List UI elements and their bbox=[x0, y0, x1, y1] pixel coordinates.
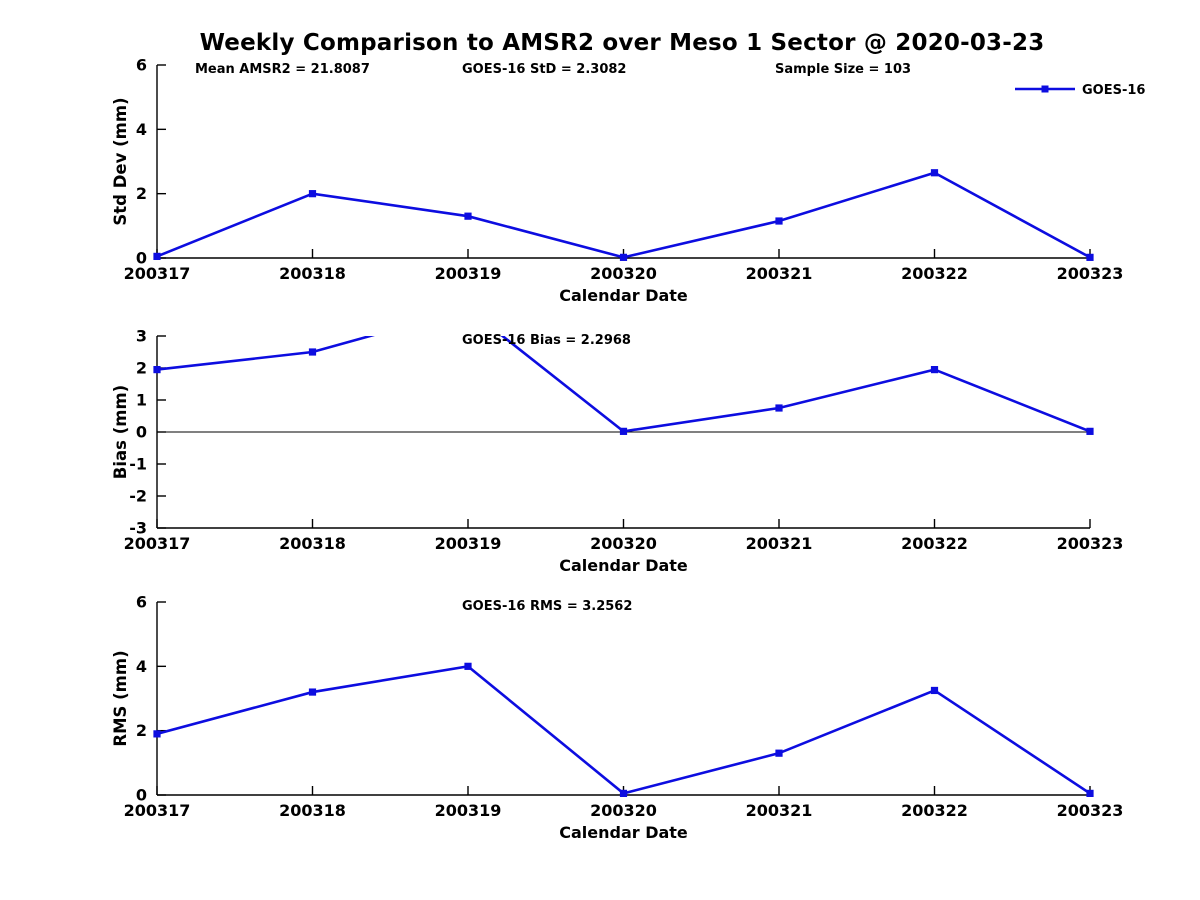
data-point-marker bbox=[1086, 253, 1094, 261]
data-point-marker bbox=[308, 688, 317, 696]
data-point-marker bbox=[153, 366, 161, 374]
data-point-marker bbox=[619, 789, 628, 797]
data-point-marker bbox=[775, 749, 783, 757]
x-tick-label: 200319 bbox=[435, 801, 502, 820]
data-point-marker bbox=[308, 190, 317, 198]
y-tick-label: 2 bbox=[136, 359, 147, 378]
x-tick-label: 200317 bbox=[124, 801, 191, 820]
data-point-marker bbox=[930, 366, 939, 374]
annotation: GOES-16 StD = 2.3082 bbox=[462, 62, 626, 77]
x-tick-label: 200322 bbox=[901, 264, 968, 283]
x-tick-label: 200318 bbox=[279, 264, 346, 283]
data-point-marker bbox=[464, 662, 472, 670]
y-tick-label: -2 bbox=[129, 487, 147, 506]
x-tick-label: 200318 bbox=[279, 534, 346, 553]
y-tick-label: 6 bbox=[136, 56, 147, 75]
data-point-marker bbox=[619, 427, 628, 435]
data-point-marker bbox=[1086, 427, 1094, 435]
x-tick-label: 200323 bbox=[1057, 801, 1124, 820]
x-tick-label: 200322 bbox=[901, 801, 968, 820]
y-axis-label: Bias (mm) bbox=[111, 385, 130, 479]
data-point-marker bbox=[619, 253, 628, 261]
x-tick-label: 200320 bbox=[590, 264, 657, 283]
y-tick-label: 2 bbox=[136, 721, 147, 740]
x-axis-label: Calendar Date bbox=[559, 286, 688, 305]
y-tick-label: 3 bbox=[136, 327, 147, 346]
legend: GOES-16 bbox=[1015, 83, 1145, 98]
data-line bbox=[157, 171, 1090, 258]
y-tick-label: 1 bbox=[136, 391, 147, 410]
chart-title: Weekly Comparison to AMSR2 over Meso 1 S… bbox=[199, 30, 1045, 56]
x-tick-label: 200321 bbox=[746, 534, 813, 553]
data-point-marker bbox=[775, 217, 783, 225]
data-line bbox=[157, 664, 1090, 795]
x-axis-label: Calendar Date bbox=[559, 556, 688, 575]
bias-subplot: -3 -2 -1 0 1 2 3 200317 200318 200319 200320 200321… bbox=[111, 327, 1124, 576]
data-point-marker bbox=[775, 404, 783, 412]
data-point-marker bbox=[153, 252, 161, 260]
x-tick-label: 200321 bbox=[746, 801, 813, 820]
y-axis-label: RMS (mm) bbox=[111, 650, 130, 746]
y-tick-label: 0 bbox=[136, 249, 147, 268]
legend-label: GOES-16 bbox=[1082, 83, 1145, 98]
data-line bbox=[157, 336, 1090, 433]
x-tick-label: 200317 bbox=[124, 534, 191, 553]
y-tick-label: -1 bbox=[129, 455, 147, 474]
y-tick-label: 4 bbox=[136, 657, 147, 676]
x-tick-label: 200318 bbox=[279, 801, 346, 820]
rms-subplot: 0 2 4 6 200317 200318 200319 200320 200321 200322… bbox=[111, 593, 1123, 843]
data-point-marker bbox=[464, 212, 472, 220]
x-tick-label: 200323 bbox=[1057, 534, 1124, 553]
y-tick-label: 0 bbox=[136, 786, 147, 805]
data-point-marker bbox=[308, 348, 317, 356]
y-tick-label: 0 bbox=[136, 423, 147, 442]
std-dev-subplot: 0 2 4 6 200317 200318 200319 200320 200321 200322… bbox=[111, 56, 1145, 306]
annotation: Sample Size = 103 bbox=[775, 62, 911, 77]
x-axis-label: Calendar Date bbox=[559, 823, 688, 842]
y-tick-label: 4 bbox=[136, 120, 147, 139]
y-tick-label: 6 bbox=[136, 593, 147, 612]
x-tick-label: 200323 bbox=[1057, 264, 1124, 283]
y-axis-label: Std Dev (mm) bbox=[111, 97, 130, 225]
data-point-marker bbox=[930, 686, 939, 695]
x-tick-label: 200319 bbox=[435, 264, 502, 283]
annotation: GOES-16 RMS = 3.2562 bbox=[462, 599, 632, 614]
y-tick-label: -3 bbox=[129, 519, 147, 538]
data-point-marker bbox=[930, 169, 939, 177]
y-tick-label: 2 bbox=[136, 184, 147, 203]
annotation: GOES-16 Bias = 2.2968 bbox=[462, 333, 631, 348]
legend-marker bbox=[1041, 85, 1049, 93]
x-tick-label: 200320 bbox=[590, 534, 657, 553]
x-tick-label: 200319 bbox=[435, 534, 502, 553]
data-point-marker bbox=[1086, 789, 1094, 797]
annotation: Mean AMSR2 = 21.8087 bbox=[195, 62, 370, 77]
data-point-marker bbox=[153, 730, 161, 738]
x-tick-label: 200322 bbox=[901, 534, 968, 553]
x-tick-label: 200321 bbox=[746, 264, 813, 283]
x-tick-label: 200317 bbox=[124, 264, 191, 283]
x-tick-label: 200320 bbox=[590, 801, 657, 820]
